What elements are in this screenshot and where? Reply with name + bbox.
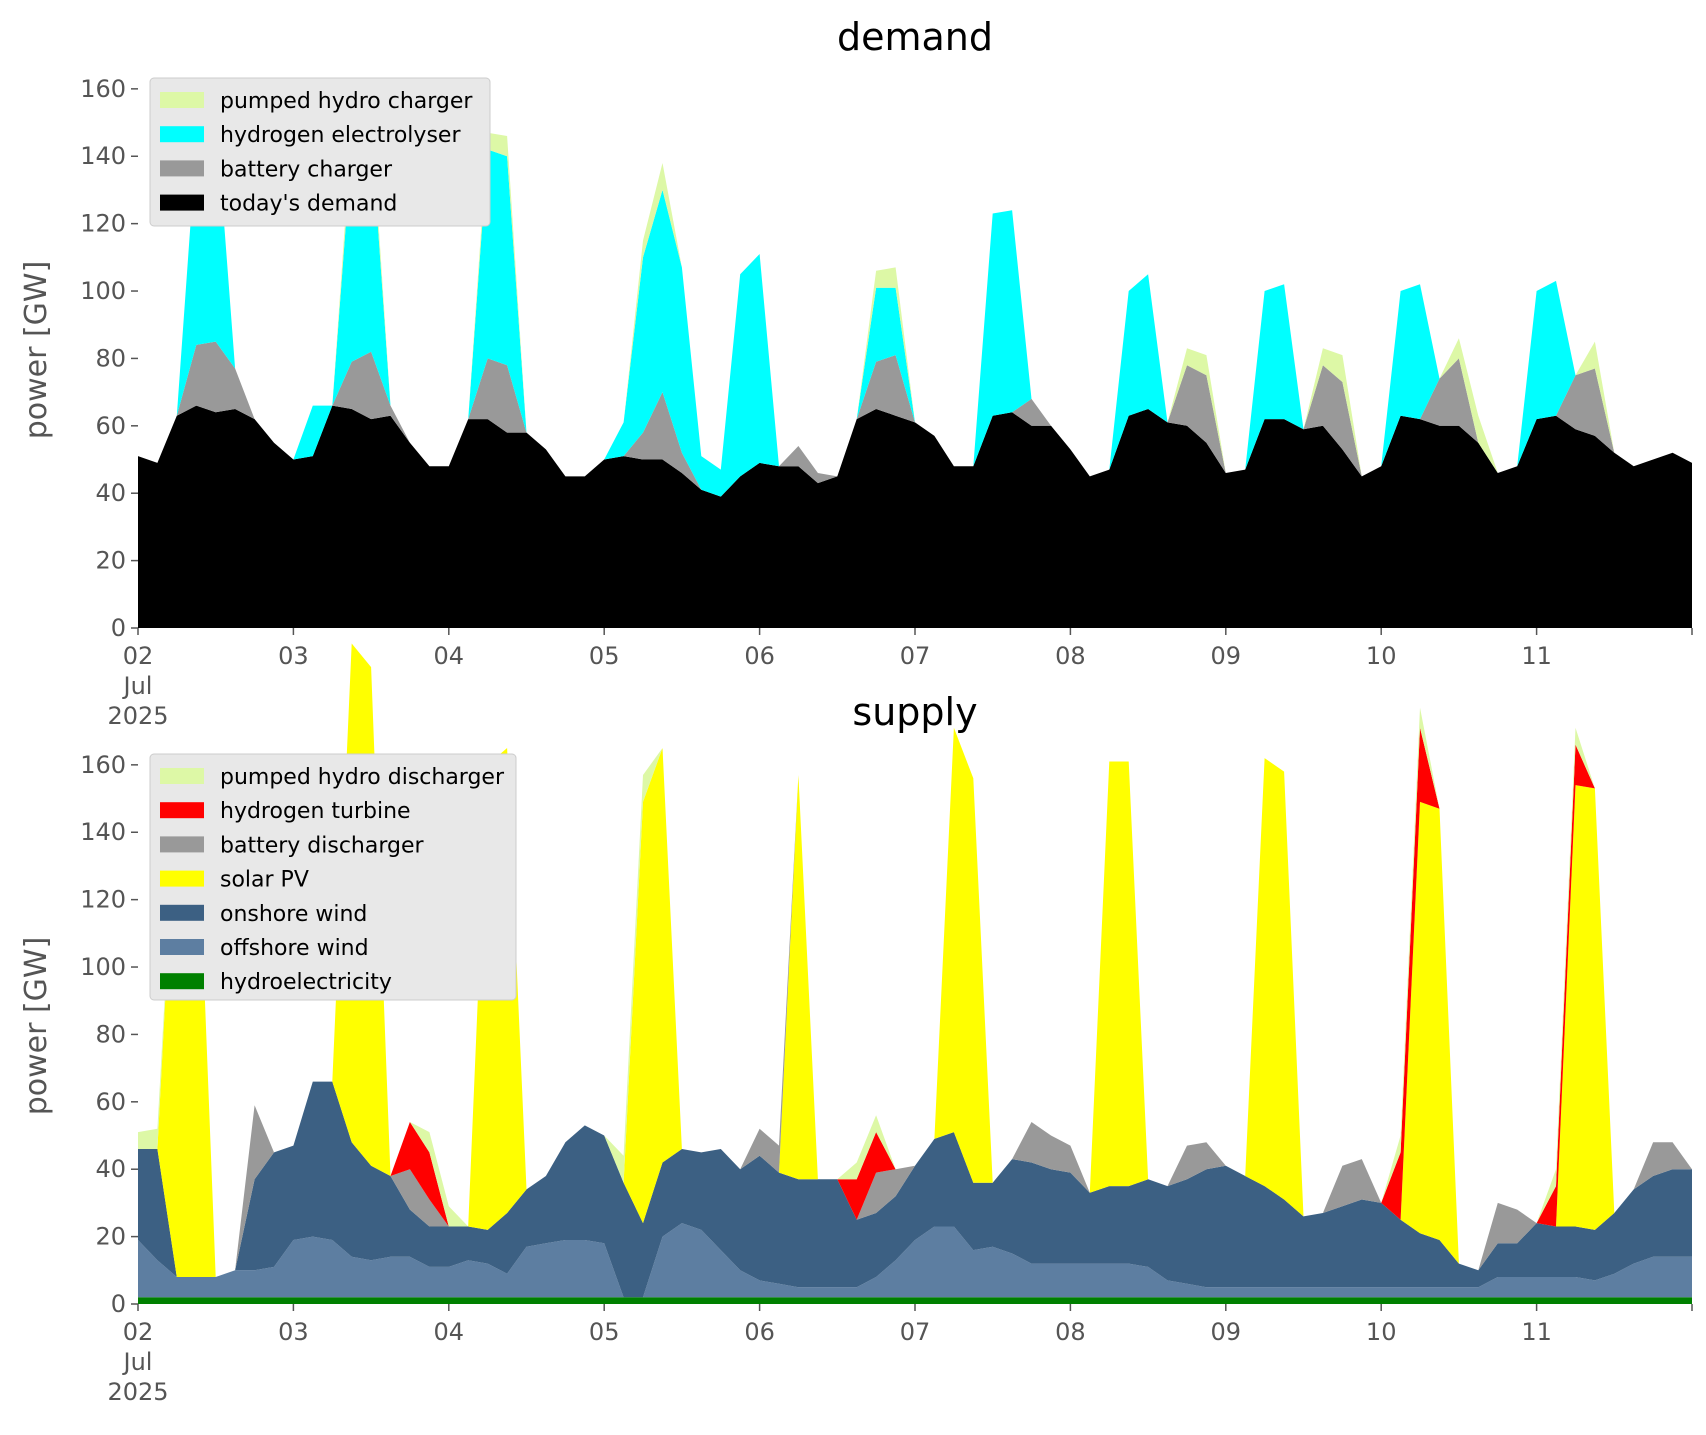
y-tick-label: 60 xyxy=(95,1088,126,1116)
legend-swatch xyxy=(160,194,204,211)
x-tick-sublabel: Jul xyxy=(122,1348,153,1376)
y-tick-label: 60 xyxy=(95,412,126,440)
legend-swatch xyxy=(160,768,204,784)
y-tick-label: 100 xyxy=(80,277,126,305)
x-tick-sublabel: 2025 xyxy=(107,702,168,730)
legend-label: today's demand xyxy=(220,192,397,217)
x-tick-label: 07 xyxy=(900,1318,931,1346)
y-axis-label: power [GW] xyxy=(19,261,54,440)
legend-label: onshore wind xyxy=(220,902,367,927)
legend-box xyxy=(149,753,517,1001)
y-tick-label: 80 xyxy=(95,344,126,372)
y-axis-label: power [GW] xyxy=(19,937,54,1116)
x-tick-label: 02 xyxy=(123,642,154,670)
legend-label: hydroelectricity xyxy=(220,970,392,995)
legend-label: pumped hydro discharger xyxy=(220,765,505,790)
y-tick-label: 0 xyxy=(111,1290,126,1318)
legend-swatch xyxy=(160,870,204,887)
legend-swatch xyxy=(160,836,204,853)
y-tick-label: 120 xyxy=(80,886,126,914)
legend-label: hydrogen turbine xyxy=(220,799,411,824)
x-tick-label: 02 xyxy=(123,1318,154,1346)
y-tick-label: 80 xyxy=(95,1020,126,1048)
y-tick-label: 40 xyxy=(95,1155,126,1183)
y-tick-label: 160 xyxy=(80,751,126,779)
x-tick-label: 09 xyxy=(1211,642,1242,670)
y-tick-label: 0 xyxy=(111,614,126,642)
x-tick-label: 04 xyxy=(434,1318,465,1346)
x-tick-label: 11 xyxy=(1521,1318,1552,1346)
chart-title: demand xyxy=(837,15,993,59)
legend-swatch xyxy=(160,92,204,108)
legend-swatch xyxy=(160,939,204,955)
x-tick-label: 11 xyxy=(1521,642,1552,670)
x-tick-label: 10 xyxy=(1366,1318,1397,1346)
legend-swatch xyxy=(160,160,204,177)
y-tick-label: 140 xyxy=(80,818,126,846)
x-tick-label: 08 xyxy=(1055,642,1086,670)
chart-title: supply xyxy=(852,690,977,734)
y-tick-label: 140 xyxy=(80,142,126,170)
x-tick-label: 03 xyxy=(278,642,309,670)
x-tick-label: 05 xyxy=(589,1318,620,1346)
legend-label: hydrogen electrolyser xyxy=(220,123,461,148)
x-tick-sublabel: Jul xyxy=(122,672,153,700)
y-tick-label: 40 xyxy=(95,479,126,507)
legend-swatch xyxy=(160,802,204,819)
y-tick-label: 20 xyxy=(95,1223,126,1251)
x-tick-label: 03 xyxy=(278,1318,309,1346)
x-tick-label: 04 xyxy=(434,642,465,670)
x-tick-label: 08 xyxy=(1055,1318,1086,1346)
legend-swatch xyxy=(160,904,204,921)
x-tick-label: 06 xyxy=(744,1318,775,1346)
y-tick-label: 120 xyxy=(80,210,126,238)
legend-swatch xyxy=(160,973,204,990)
x-tick-sublabel: 2025 xyxy=(107,1378,168,1406)
y-tick-label: 100 xyxy=(80,953,126,981)
x-tick-label: 06 xyxy=(744,642,775,670)
legend-swatch xyxy=(160,126,204,143)
area-series-today-s-demand xyxy=(138,405,1692,628)
legend-label: battery charger xyxy=(220,157,393,182)
x-tick-label: 07 xyxy=(900,642,931,670)
y-tick-label: 160 xyxy=(80,75,126,103)
x-tick-label: 09 xyxy=(1211,1318,1242,1346)
legend-box xyxy=(149,77,491,227)
area-series-hydroelectricity xyxy=(138,1297,1692,1304)
area-series-onshore-wind xyxy=(138,1081,1692,1298)
legend-label: solar PV xyxy=(220,868,309,893)
legend: pumped hydro discharger hydrogen turbine b… xyxy=(149,753,517,1001)
legend-label: offshore wind xyxy=(220,936,369,961)
legend: pumped hydro charger hydrogen electrolyse… xyxy=(149,77,491,227)
x-tick-label: 05 xyxy=(589,642,620,670)
y-tick-label: 20 xyxy=(95,547,126,575)
legend-label: battery discharger xyxy=(220,833,425,858)
x-tick-label: 10 xyxy=(1366,642,1397,670)
area-series-offshore-wind xyxy=(138,1223,1692,1298)
legend-label: pumped hydro charger xyxy=(220,89,473,114)
